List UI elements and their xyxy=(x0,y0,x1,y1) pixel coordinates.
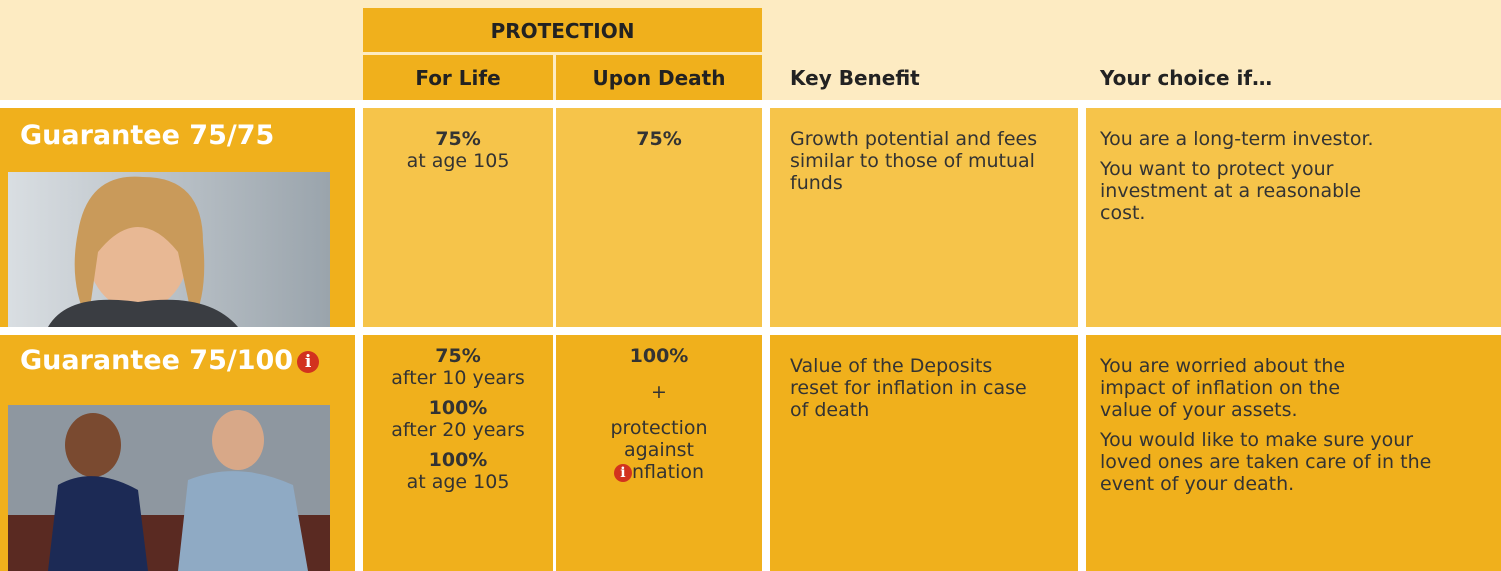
group-header: PROTECTION xyxy=(363,8,762,52)
key-benefit-cell: Growth potential and fees similar to tho… xyxy=(770,108,1078,327)
column-header: Your choice if… xyxy=(1100,55,1490,100)
info-icon[interactable]: i xyxy=(614,464,632,482)
row-name: Guarantee 75/75 xyxy=(20,120,274,151)
plus: + xyxy=(556,381,762,403)
key-benefit: Growth potential and fees similar to tho… xyxy=(790,128,1040,194)
protection-value: 100% xyxy=(363,449,553,471)
choice: You are a long-term investor. xyxy=(1100,128,1487,150)
protection-note: after 10 years xyxy=(363,367,553,389)
protection-note: at age 105 xyxy=(363,150,553,172)
protection-value: 100% xyxy=(363,397,553,419)
choice: You would like to make sure your loved o… xyxy=(1100,429,1450,495)
protection-extra: against xyxy=(556,439,762,461)
page: PROTECTION For Life Upon Death Key Benef… xyxy=(0,0,1501,571)
key-benefit-cell: Value of the Deposits reset for inflatio… xyxy=(770,335,1078,571)
choice-cell: You are worried about the impact of infl… xyxy=(1086,335,1501,571)
choice: You are worried about the impact of infl… xyxy=(1100,355,1390,421)
choice: You want to protect your investment at a… xyxy=(1100,158,1400,224)
photo xyxy=(8,405,330,571)
key-benefit: Value of the Deposits reset for inflatio… xyxy=(790,355,1040,421)
column-header: For Life xyxy=(363,55,553,100)
choice-cell: You are a long-term investor. You want t… xyxy=(1086,108,1501,327)
row-name: Guarantee 75/100 xyxy=(20,345,293,376)
column-header: Key Benefit xyxy=(790,55,1080,100)
for-life-cell: 75% after 10 years 100% after 20 years 1… xyxy=(363,335,553,571)
for-life-cell: 75% at age 105 xyxy=(363,108,553,327)
upon-death-cell: 75% xyxy=(556,108,762,327)
row-label-cell: Guarantee 75/75 xyxy=(0,108,355,327)
protection-note: at age 105 xyxy=(363,471,553,493)
protection-extra: protection xyxy=(556,417,762,439)
column-header: Upon Death xyxy=(556,55,762,100)
protection-note: after 20 years xyxy=(363,419,553,441)
protection-value: 100% xyxy=(556,345,762,367)
photo xyxy=(8,172,330,327)
protection-value: 75% xyxy=(556,128,762,150)
info-icon[interactable]: i xyxy=(297,351,319,373)
protection-extra: nflation xyxy=(632,461,704,483)
protection-value: 75% xyxy=(363,345,553,367)
protection-value: 75% xyxy=(363,128,553,150)
